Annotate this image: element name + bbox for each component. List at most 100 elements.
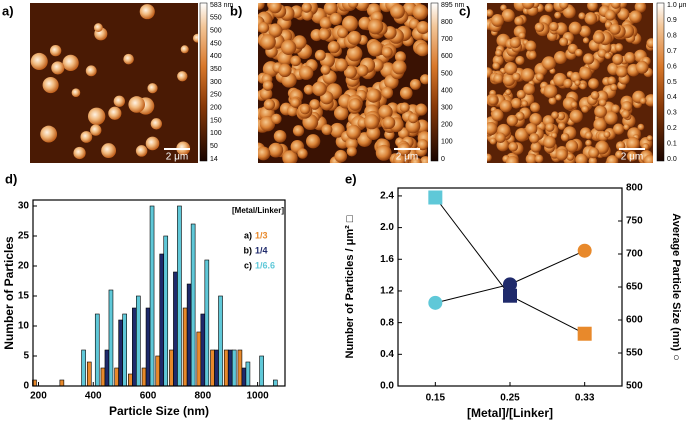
- plot-frame: [397, 187, 623, 387]
- particle: [544, 3, 554, 13]
- bar: [173, 271, 178, 387]
- colorbar-tick-label: 500: [441, 70, 453, 77]
- colorbar-tick-label: 0.8: [667, 33, 677, 40]
- circle-marker: [428, 295, 443, 310]
- particle: [617, 8, 630, 21]
- particle: [488, 95, 498, 106]
- particle: [505, 155, 519, 163]
- bar: [155, 355, 161, 387]
- particle: [489, 137, 497, 145]
- particle: [579, 82, 587, 90]
- particle: [491, 109, 504, 122]
- particle: [551, 111, 559, 119]
- particle: [560, 132, 570, 142]
- particle: [417, 139, 428, 151]
- square-marker: [428, 190, 443, 205]
- colorbar-tick-label: 0.6: [667, 63, 677, 70]
- y2-tick-label: 600: [626, 315, 643, 326]
- particle: [415, 42, 428, 57]
- y-tick-label: 0.4: [380, 349, 394, 360]
- particle: [549, 21, 559, 32]
- particle: [614, 43, 624, 52]
- particle: [644, 94, 653, 107]
- bar: [259, 355, 264, 387]
- particle: [514, 16, 524, 26]
- particle: [71, 88, 81, 97]
- particle: [392, 60, 407, 75]
- particle: [259, 87, 273, 101]
- particle: [364, 114, 380, 130]
- particle: [147, 83, 158, 94]
- bar: [122, 313, 127, 387]
- particle: [504, 62, 518, 76]
- particle: [342, 15, 359, 32]
- particle: [569, 109, 583, 123]
- particle: [495, 132, 506, 144]
- particle: [30, 52, 48, 71]
- particle: [615, 150, 624, 159]
- particle: [90, 124, 102, 136]
- particle: [366, 126, 381, 141]
- particle: [420, 74, 428, 85]
- particle: [594, 105, 607, 118]
- particle: [273, 129, 287, 143]
- particle: [626, 150, 638, 162]
- particle: [87, 107, 106, 126]
- particle: [611, 104, 620, 114]
- colorbar-tick-label: 150: [210, 117, 222, 124]
- y2-axis-label: Average Particle Size (nm) ○: [670, 213, 682, 360]
- particle: [563, 78, 573, 89]
- particle: [643, 154, 653, 163]
- x-tick-label: 400: [85, 391, 102, 402]
- bar: [214, 349, 219, 387]
- particle: [487, 9, 494, 17]
- bar: [227, 349, 233, 387]
- colorbar-tick-label: 0.1: [667, 140, 677, 147]
- colorbar-tick-label: 0.7: [667, 48, 677, 55]
- bar: [177, 205, 182, 387]
- particle: [588, 147, 600, 159]
- particle: [366, 88, 381, 103]
- bar: [59, 379, 65, 387]
- particle: [320, 64, 331, 75]
- colorbar-tick-label: 700: [441, 36, 453, 43]
- colorbar-tick-label: 200: [210, 105, 222, 112]
- particle: [40, 125, 58, 143]
- particle: [305, 134, 321, 149]
- x-axis-label: [Metal]/[Linker]: [467, 406, 553, 420]
- particle: [258, 3, 265, 10]
- particle: [587, 3, 598, 12]
- x-axis-label: Particle Size (nm): [109, 404, 209, 418]
- bar: [218, 295, 223, 387]
- particle: [286, 105, 298, 117]
- particle: [292, 35, 307, 50]
- particle: [646, 135, 653, 142]
- particle: [73, 146, 86, 160]
- particle: [419, 156, 428, 163]
- particle: [520, 68, 535, 82]
- particle: [525, 122, 538, 135]
- particle: [268, 142, 284, 158]
- particle: [282, 150, 298, 163]
- afm-image: [258, 3, 428, 163]
- bar: [145, 307, 151, 387]
- particle: [588, 156, 598, 163]
- colorbar-tick-label: 0.3: [667, 110, 677, 117]
- particle: [534, 154, 544, 163]
- bar: [86, 361, 92, 387]
- colorbar-tick-label: 450: [210, 40, 222, 47]
- bar: [114, 367, 119, 387]
- particle: [135, 145, 148, 157]
- colorbar: [199, 2, 208, 162]
- legend-title: [Metal/Linker]: [232, 206, 284, 215]
- particle: [145, 136, 160, 151]
- bar: [128, 373, 133, 387]
- particle: [612, 53, 624, 65]
- colorbar-tick-label: 200: [441, 122, 453, 129]
- colorbar-tick-label: 0: [441, 156, 445, 163]
- particle: [525, 40, 537, 52]
- particle: [268, 3, 282, 14]
- particle: [603, 131, 611, 138]
- bar: [136, 295, 141, 387]
- particle: [408, 113, 419, 124]
